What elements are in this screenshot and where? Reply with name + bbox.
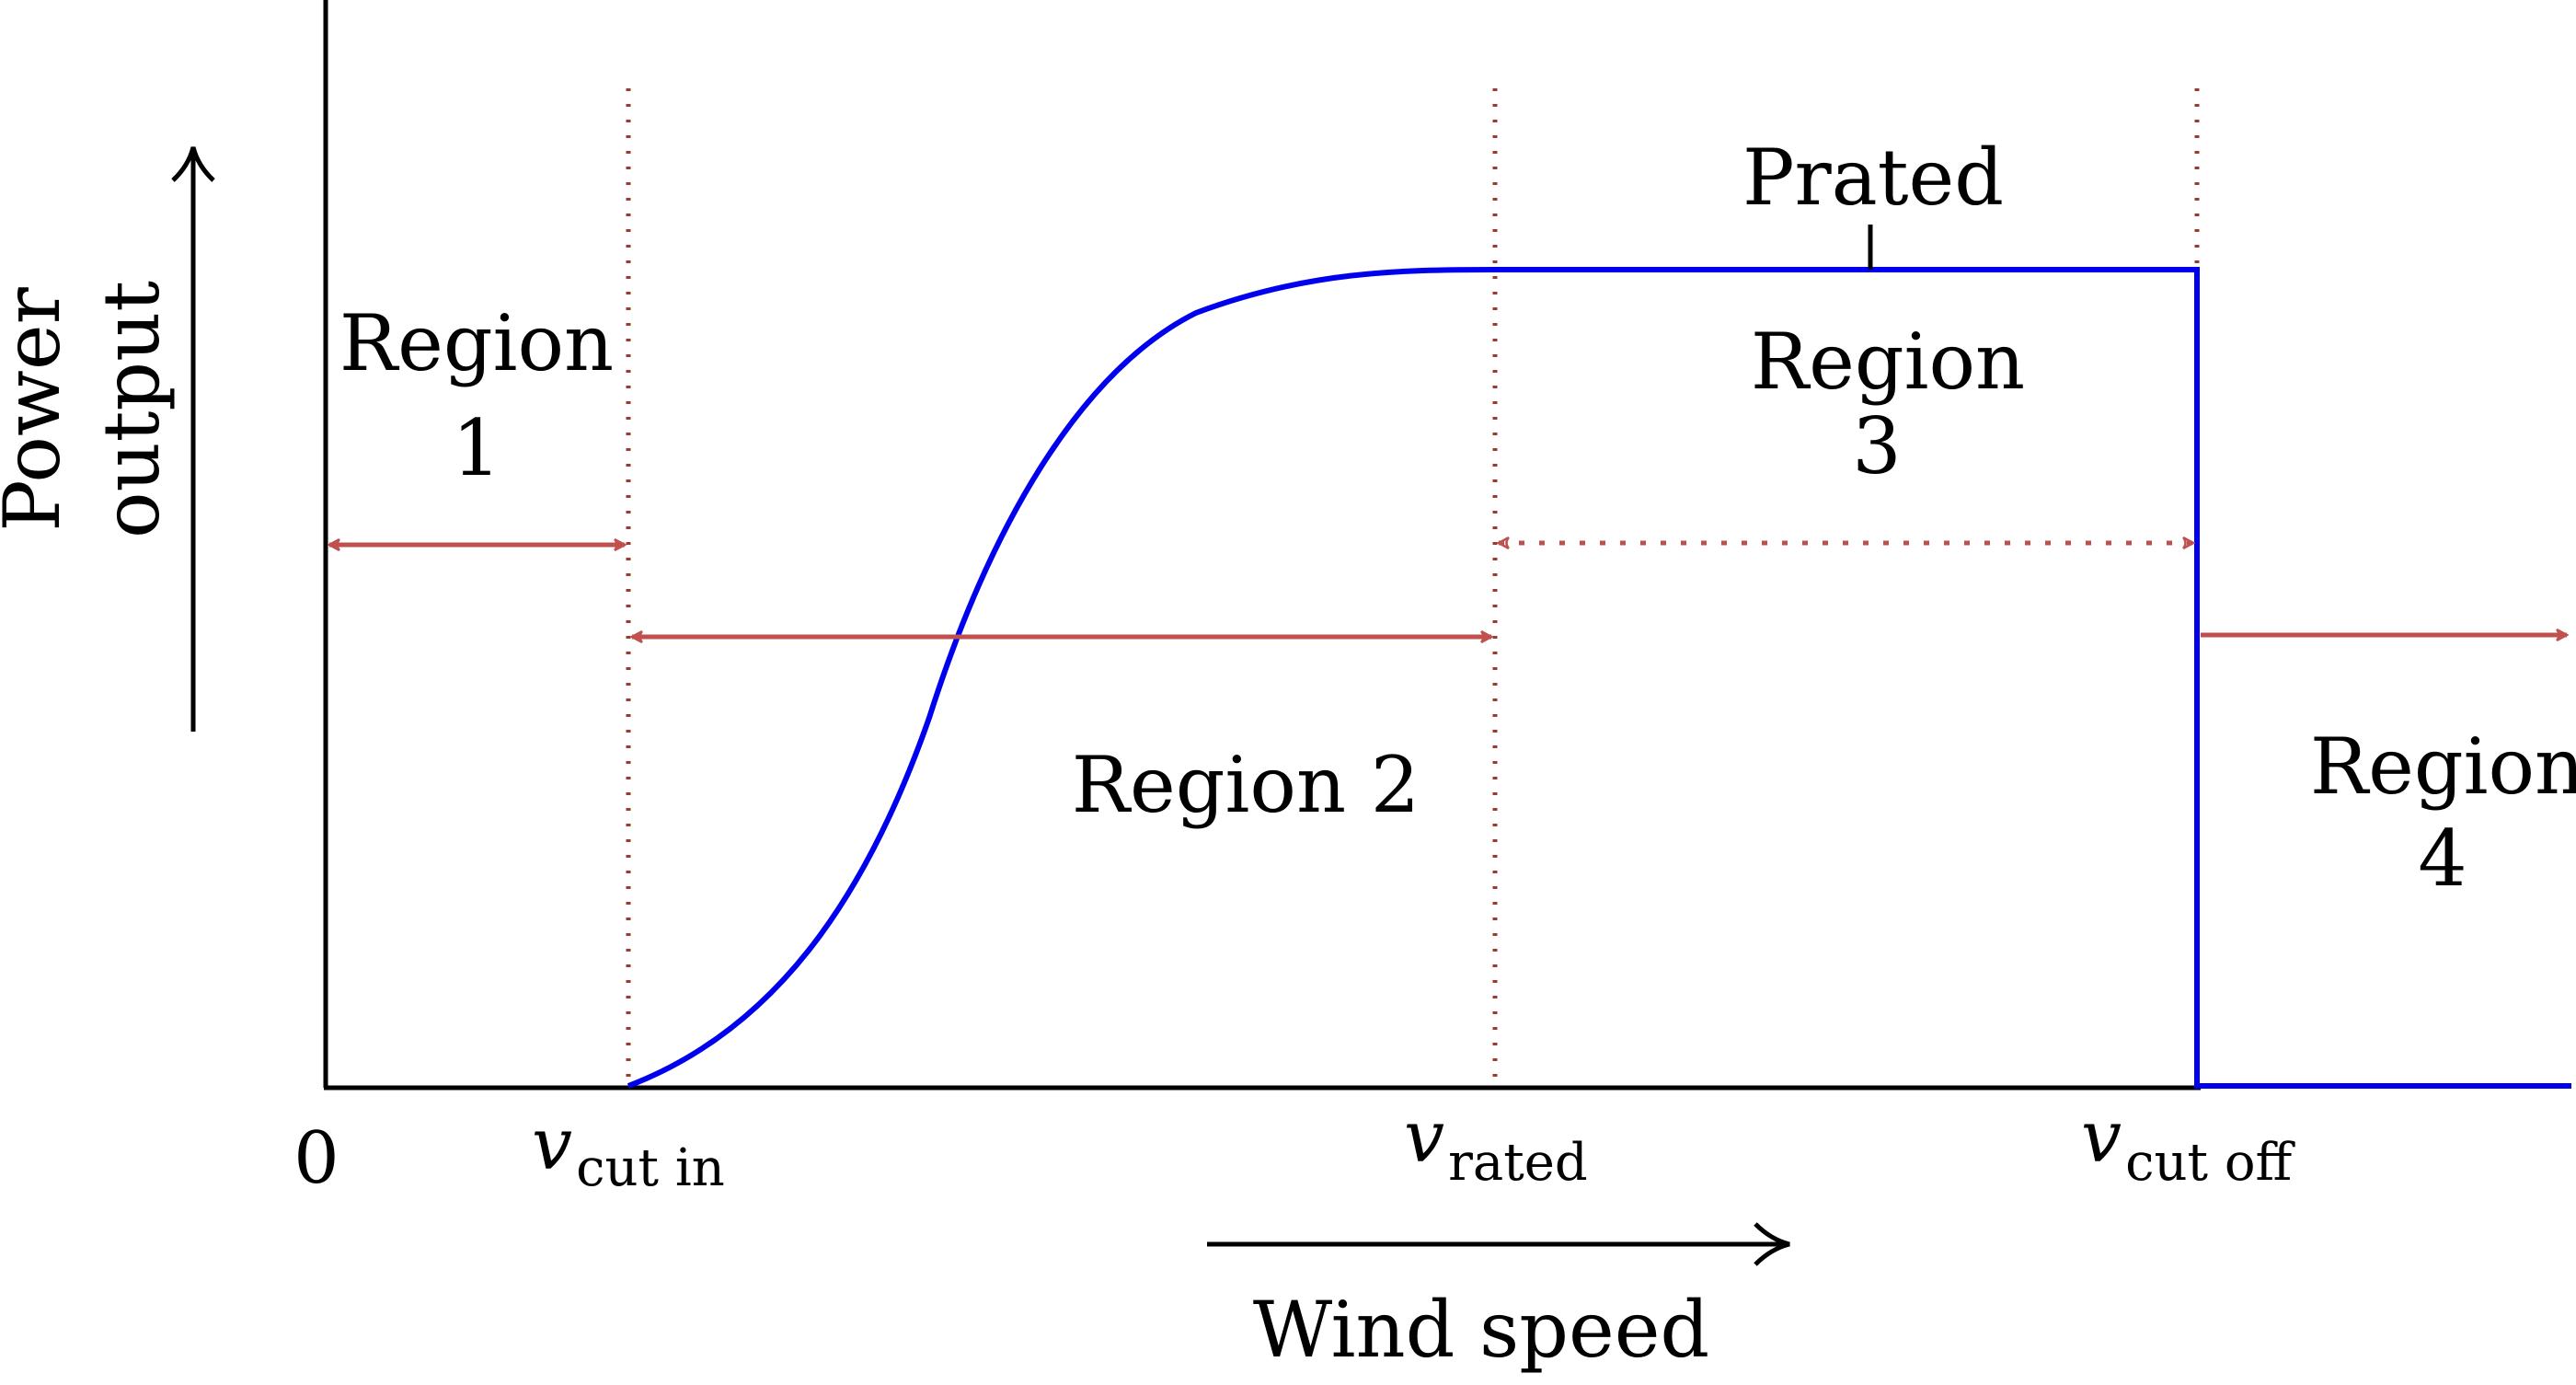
region3-label-line2: 3 bbox=[1852, 401, 1901, 491]
rated-symbol: v bbox=[1404, 1096, 1444, 1179]
y-axis-label-line2: output bbox=[86, 281, 177, 538]
origin-label: 0 bbox=[293, 1117, 339, 1200]
power-curve bbox=[627, 267, 2571, 1089]
region4-label-line1: Region bbox=[2310, 721, 2576, 812]
x-indicator-arrowhead bbox=[1754, 1222, 1790, 1266]
prated-label: Prated bbox=[1742, 133, 2004, 223]
cut-in-subscript: cut in bbox=[576, 1138, 725, 1198]
region4-label-line2: 4 bbox=[2418, 814, 2467, 904]
cut-off-label: vcut off bbox=[2081, 1096, 2296, 1193]
y-indicator-arrowhead bbox=[171, 146, 215, 182]
region1-label-line1: Region bbox=[339, 298, 614, 388]
cut-in-label: vcut in bbox=[532, 1103, 725, 1198]
cut-off-subscript: cut off bbox=[2125, 1133, 2295, 1193]
cut-in-symbol: v bbox=[532, 1103, 572, 1186]
region3-label-line1: Region bbox=[1751, 317, 2025, 407]
cut-off-symbol: v bbox=[2081, 1096, 2122, 1179]
x-axis-label: Wind speed bbox=[1253, 1285, 1709, 1375]
rated-subscript: rated bbox=[1448, 1133, 1588, 1193]
region2-label: Region 2 bbox=[1072, 740, 1420, 830]
rated-label: vrated bbox=[1404, 1096, 1588, 1193]
y-axis-label-line1: Power bbox=[0, 286, 77, 531]
region1-label-line2: 1 bbox=[452, 403, 500, 493]
